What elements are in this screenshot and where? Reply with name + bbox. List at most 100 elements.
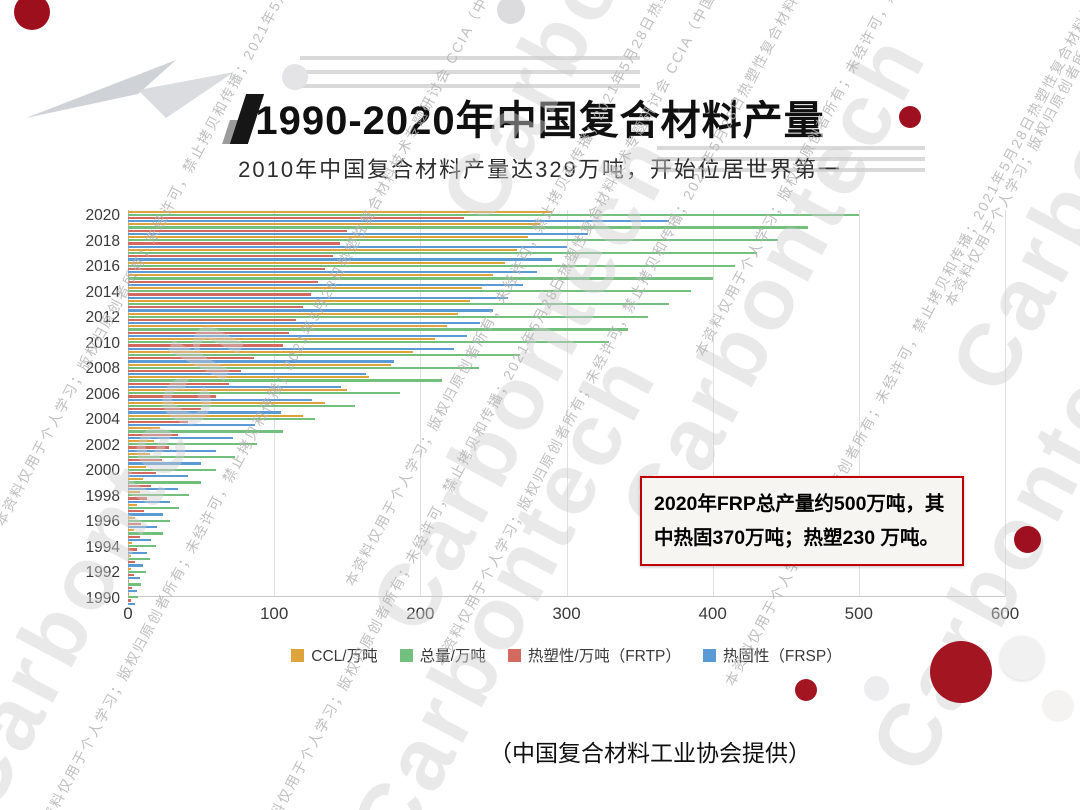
decor-line (657, 146, 925, 150)
year-row-2013 (128, 299, 1005, 312)
bar (128, 468, 216, 471)
bar (128, 331, 289, 334)
x-axis-label: 600 (990, 604, 1020, 623)
bar (128, 529, 134, 532)
year-row-2012: 2012 (86, 309, 1005, 326)
bar (128, 561, 136, 564)
legend-item: 热固性（FRSP） (702, 644, 842, 666)
bar (128, 455, 235, 459)
bar (128, 296, 509, 299)
bar (128, 306, 304, 309)
decor-circle-red (899, 106, 921, 128)
y-axis-label: 1992 (85, 564, 120, 582)
year-row-1993 (128, 554, 1005, 567)
year-row-1999 (128, 478, 1005, 491)
bar (128, 232, 589, 235)
chart-plot-area: 2020 2018 2016 2014 2012 2010 2008 2006 2004 2002… (86, 207, 1005, 607)
year-row-2017 (128, 248, 1005, 261)
bar (128, 557, 150, 561)
bar (128, 255, 333, 258)
y-axis-label: 1998 (85, 487, 120, 505)
year-row-1998: 1998 (86, 488, 1005, 505)
year-row-1996: 1996 (86, 513, 1005, 530)
x-axis-line (128, 596, 1005, 597)
decor-circle-red (795, 679, 817, 701)
year-row-2006: 2006 (86, 386, 1005, 403)
bar (128, 548, 137, 551)
bar (128, 404, 355, 408)
bar (128, 459, 162, 462)
bar (128, 264, 735, 267)
decor-circle-white (1042, 690, 1074, 722)
legend-label: 热塑性/万吨（FRTP） (527, 648, 681, 665)
bar (128, 443, 257, 446)
legend-item: CCL/万吨 (291, 644, 378, 666)
legend-label: 总量/万吨 (419, 648, 486, 665)
y-axis-label: 2006 (85, 385, 120, 403)
year-row-2014: 2014 (86, 284, 1005, 301)
logo-shape (26, 60, 234, 118)
y-axis-label: 2008 (85, 360, 120, 378)
decor-circle-red (14, 0, 50, 30)
bar (128, 577, 140, 580)
bar (128, 220, 669, 223)
bar (128, 583, 142, 586)
year-row-1992: 1992 (86, 564, 1005, 581)
year-row-2003 (128, 427, 1005, 440)
y-axis-label: 2012 (85, 309, 120, 327)
bar (128, 366, 479, 369)
y-axis-label: 2010 (85, 334, 120, 352)
bar (128, 322, 481, 325)
legend-swatch (507, 648, 521, 662)
decor-line (300, 84, 640, 88)
bar (128, 554, 131, 557)
bar (128, 599, 131, 602)
year-row-2000: 2000 (86, 462, 1005, 479)
legend-item: 热塑性/万吨（FRTP） (507, 644, 681, 666)
bar (128, 369, 241, 373)
chart-legend: CCL/万吨 总量/万吨 热塑性/万吨（FRTP） 热固性（FRSP） (128, 644, 1005, 666)
bar (128, 487, 178, 490)
bar (128, 382, 229, 385)
bar (128, 385, 342, 388)
bar (128, 567, 131, 570)
decor-circle-white (1000, 636, 1044, 680)
bar (128, 449, 216, 452)
bar (128, 373, 367, 376)
year-row-1991 (128, 580, 1005, 593)
bar (128, 580, 130, 583)
bar (128, 513, 164, 516)
annotation-text: 2020年FRP总产量约500万吨，其中热固370万吨；热塑230 万吨。 (654, 493, 945, 550)
annotation-box: 2020年FRP总产量约500万吨，其中热固370万吨；热塑230 万吨。 (640, 476, 964, 567)
bar (128, 414, 304, 417)
bar (128, 258, 552, 261)
bar (128, 363, 392, 366)
x-axis-label: 0 (123, 604, 133, 623)
bar (128, 229, 348, 232)
year-row-2016: 2016 (86, 258, 1005, 275)
bar (128, 481, 202, 484)
decor-circle-red (1014, 526, 1041, 553)
gridline (420, 210, 422, 596)
y-axis-label: 2016 (85, 258, 120, 276)
y-axis-label: 1994 (85, 538, 120, 556)
bar (128, 564, 143, 567)
y-axis-label: 1990 (85, 589, 120, 607)
bar (128, 277, 713, 280)
gridline (566, 210, 568, 596)
bar (128, 334, 468, 337)
bar (128, 338, 435, 341)
bar (128, 510, 145, 513)
bar (128, 213, 859, 216)
year-row-2004: 2004 (86, 411, 1005, 428)
bar (128, 532, 164, 535)
bar (128, 210, 552, 213)
bar (128, 328, 628, 331)
bar (128, 267, 326, 271)
x-axis-label: 400 (698, 604, 727, 623)
bar (128, 535, 140, 538)
x-axis-label: 100 (259, 604, 289, 623)
bar (128, 398, 313, 401)
bar (128, 411, 282, 414)
bar (128, 408, 202, 411)
